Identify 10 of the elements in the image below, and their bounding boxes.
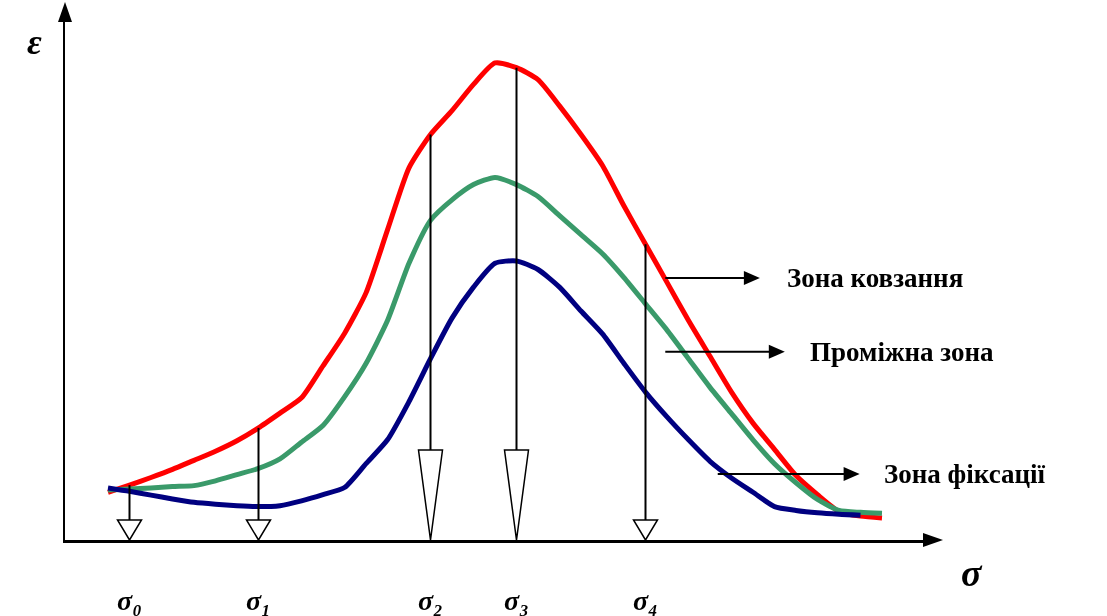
x-axis-title: σ — [961, 552, 983, 594]
x-tick-label: σ₃ — [504, 585, 529, 616]
x-tick-label: σ₂ — [418, 585, 443, 616]
annotation: Проміжна зона — [810, 337, 995, 367]
x-tick-label: σ₁ — [246, 585, 271, 616]
annotation: Зона ковзання — [787, 263, 964, 293]
y-axis-title: ε — [27, 22, 42, 62]
x-tick-label: σ₄ — [633, 585, 658, 616]
x-tick-label: σ₀ — [117, 585, 142, 616]
annotation: Зона фіксації — [884, 459, 1046, 489]
